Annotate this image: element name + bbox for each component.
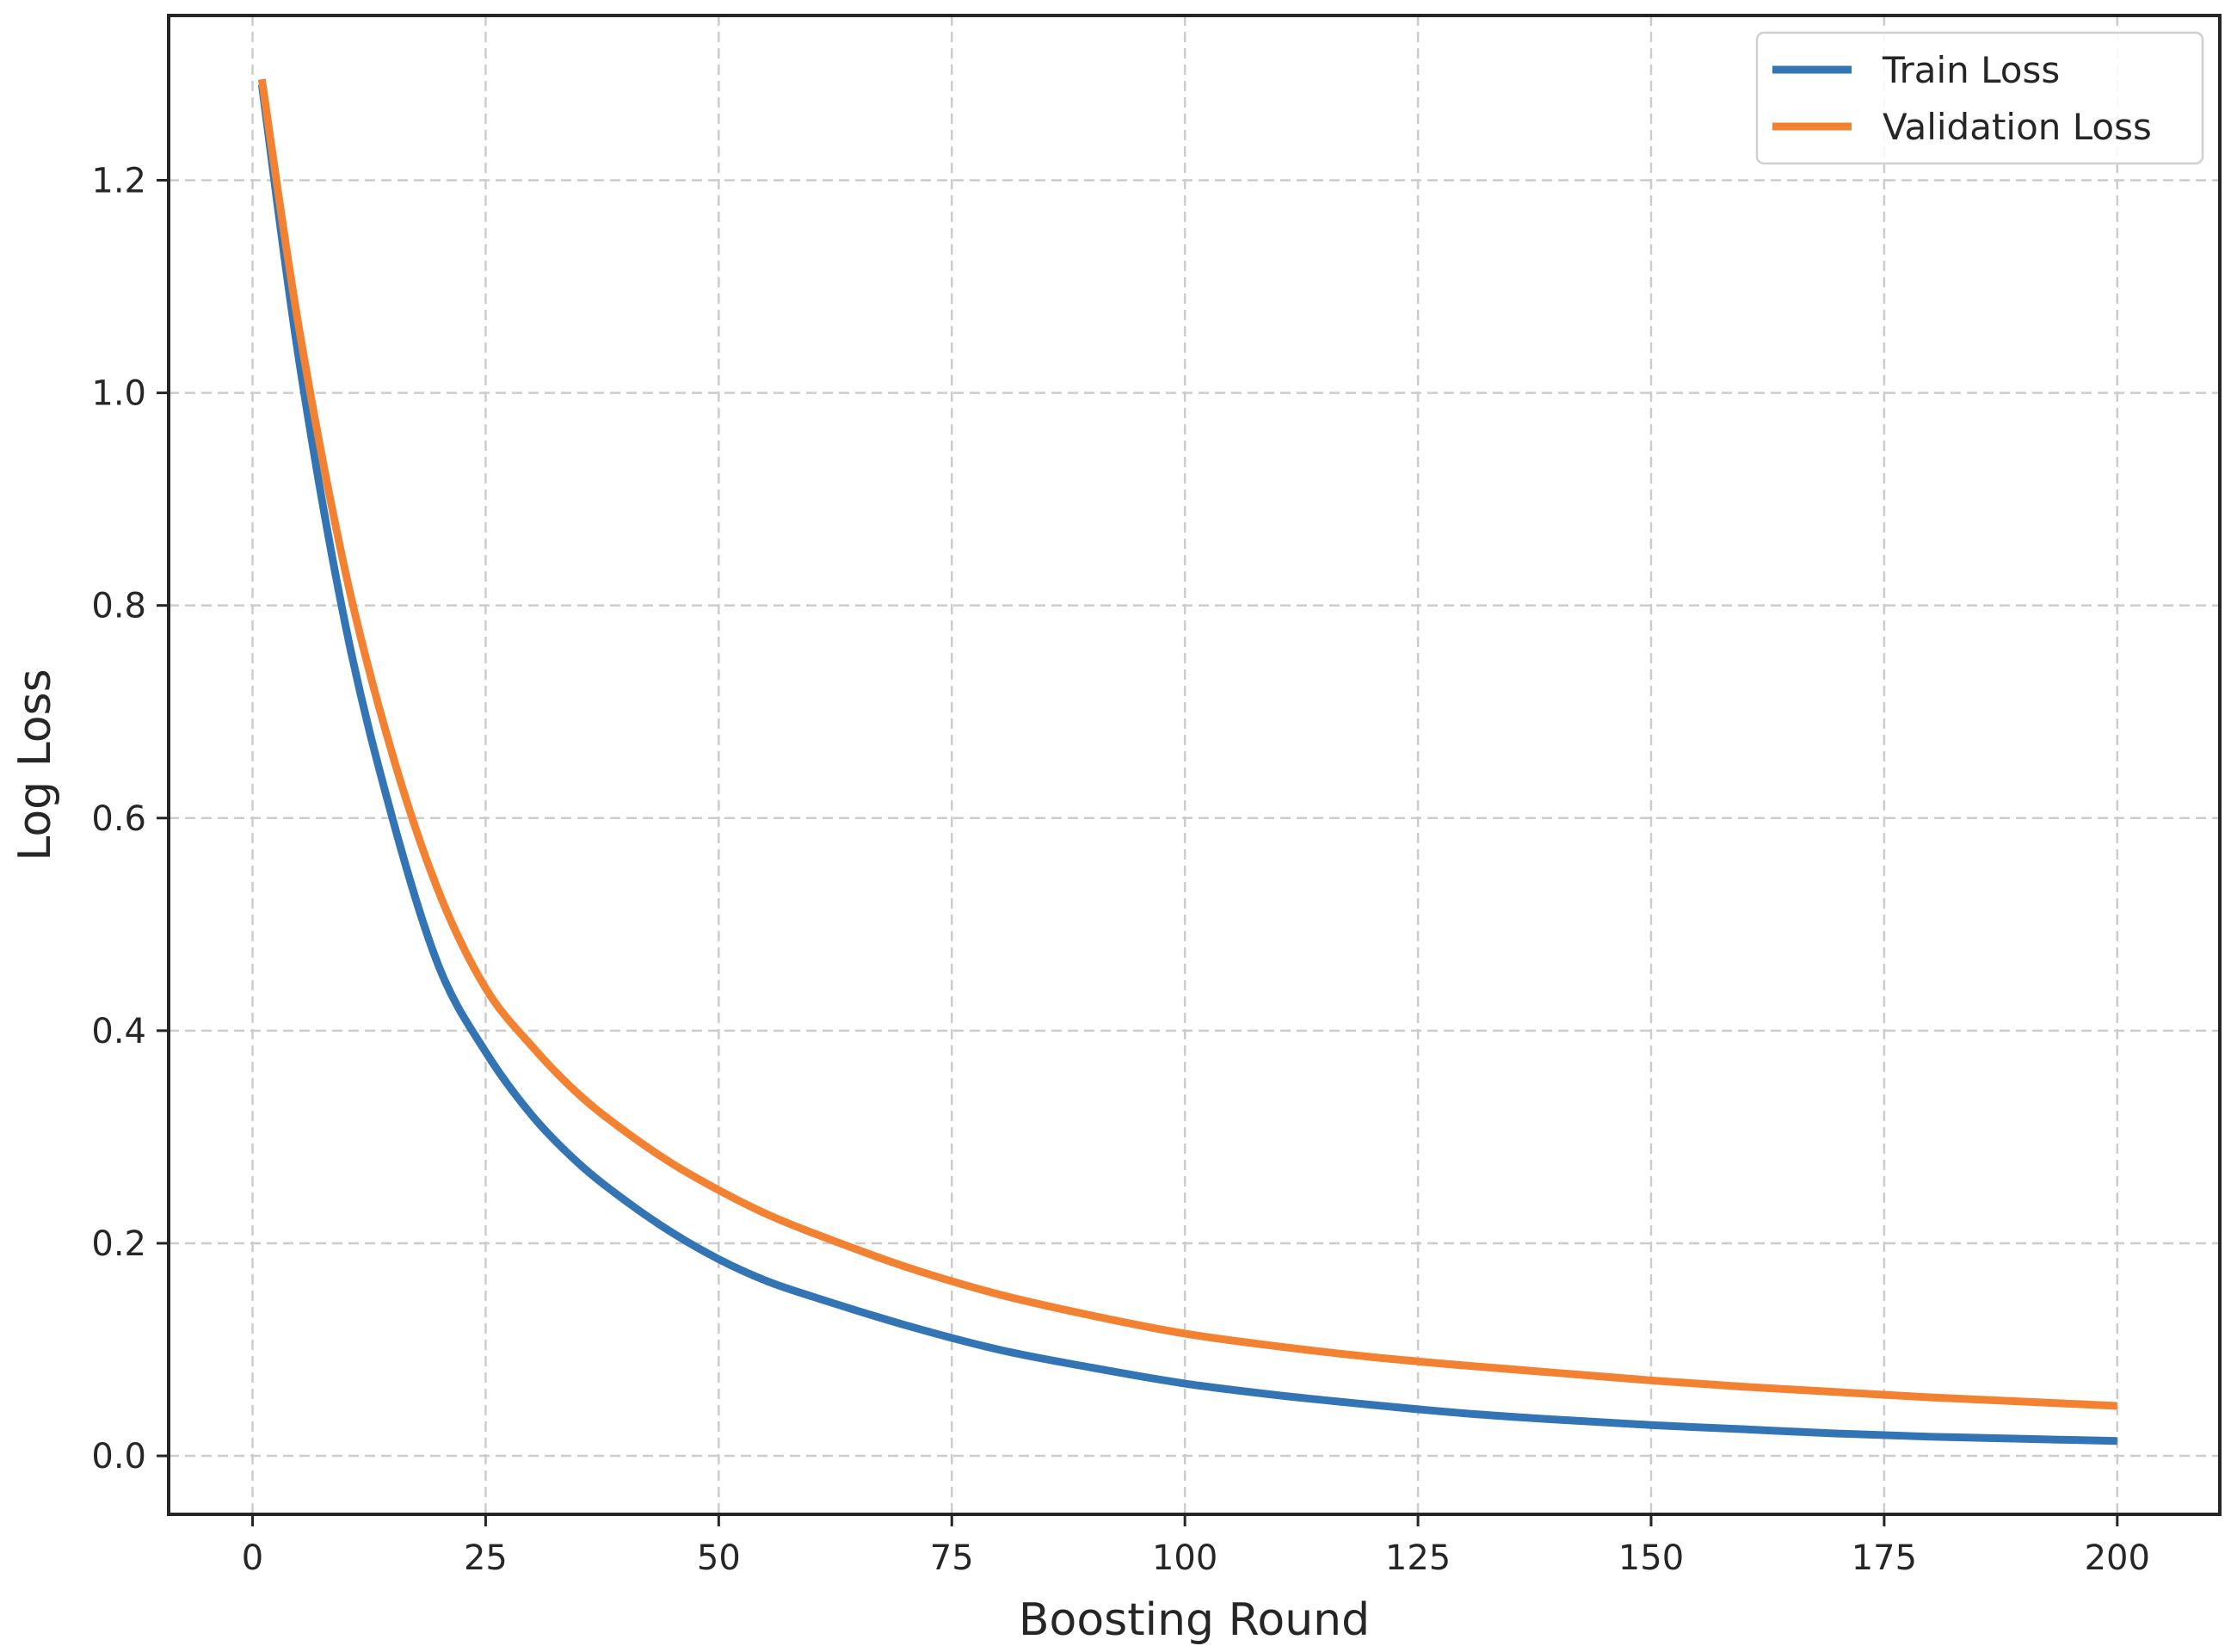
grid	[169, 15, 2220, 1514]
x-tick-label: 125	[1385, 1538, 1451, 1578]
y-tick-label: 0.8	[91, 587, 146, 626]
legend: Train Loss Validation Loss	[1755, 31, 2204, 165]
x-axis-title: Boosting Round	[1019, 1594, 1370, 1646]
y-tick-label: 1.0	[91, 374, 146, 414]
y-tick-label: 0.0	[91, 1437, 146, 1476]
x-tick-label: 25	[464, 1538, 508, 1578]
y-tick-label: 1.2	[91, 161, 146, 200]
x-tick-label: 200	[2085, 1538, 2150, 1578]
x-tick-label: 75	[930, 1538, 974, 1578]
legend-label-train-loss: Train Loss	[1882, 49, 2060, 91]
x-tick-label: 175	[1852, 1538, 1917, 1578]
x-tick-label: 150	[1618, 1538, 1684, 1578]
legend-label-validation-loss: Validation Loss	[1883, 106, 2152, 148]
series-line-train-loss	[257, 83, 2117, 1446]
axis-ticks: 0 25 50 75 100 125 150 175 200 0.0 0.2 0.4 0.6 0.8 1.0…	[91, 161, 2150, 1578]
y-axis-title: Log Loss	[9, 669, 61, 860]
plot-area-frame	[167, 14, 2222, 1516]
y-tick-label: 0.6	[91, 799, 146, 839]
x-tick-label: 100	[1152, 1538, 1217, 1578]
y-tick-label: 0.4	[91, 1012, 146, 1051]
series-lines	[257, 78, 2118, 1446]
legend-box	[1755, 31, 2204, 165]
x-tick-label: 0	[242, 1538, 263, 1578]
series-line-validation-loss	[257, 78, 2118, 1410]
y-tick-label: 0.2	[91, 1224, 146, 1264]
x-tick-label: 50	[697, 1538, 741, 1578]
